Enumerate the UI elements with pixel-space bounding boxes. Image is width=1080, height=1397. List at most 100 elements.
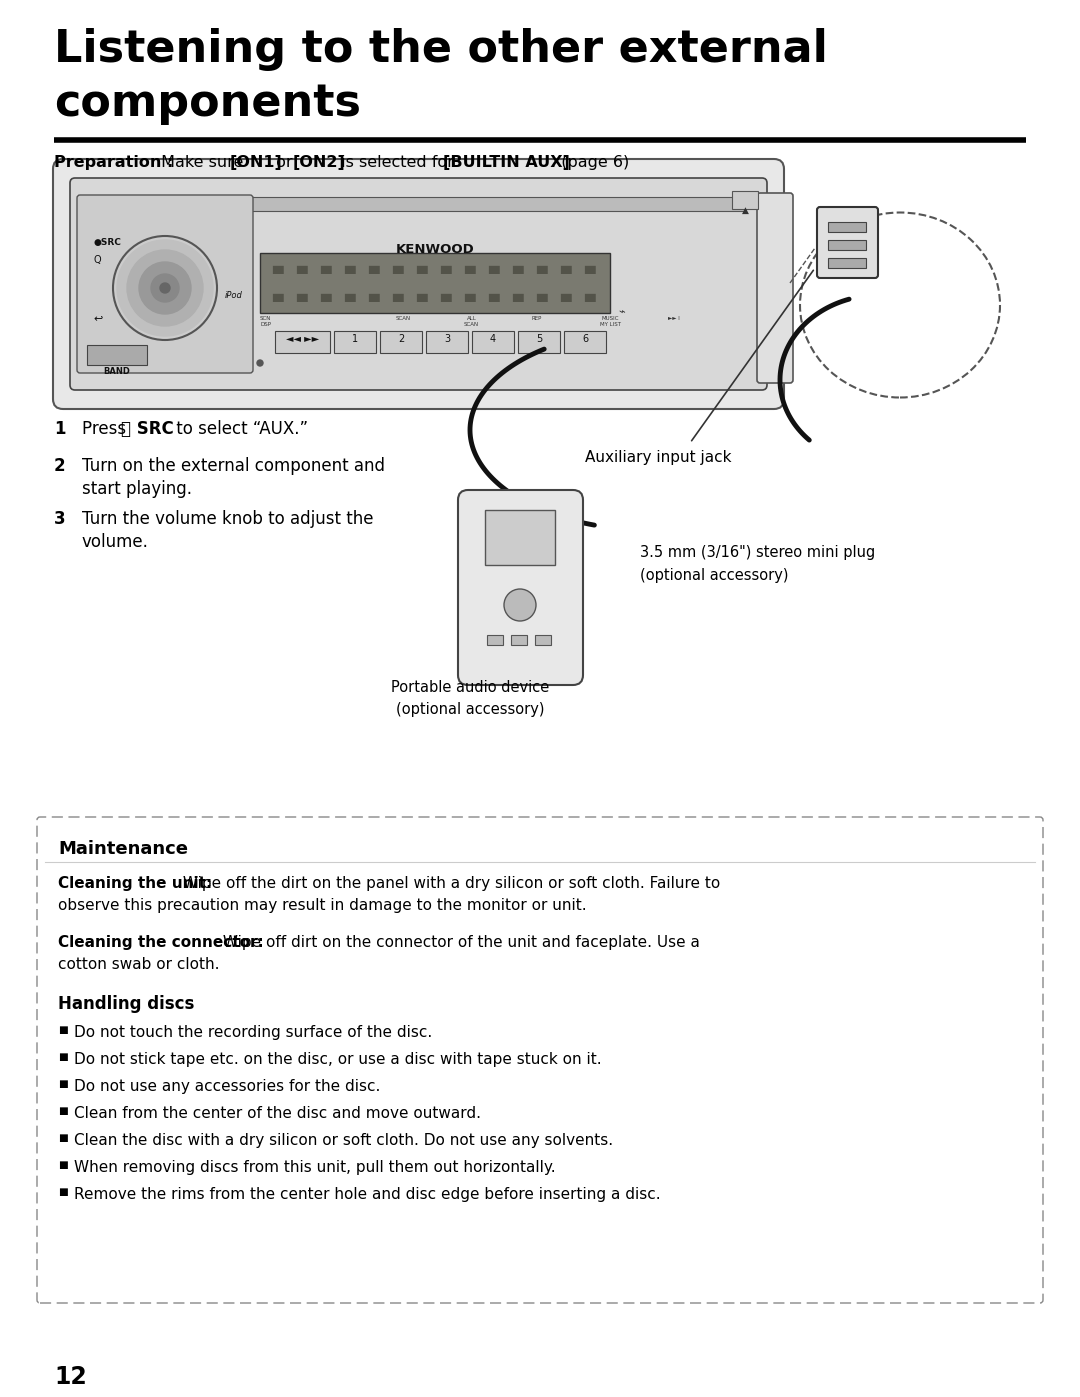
Circle shape xyxy=(139,263,191,314)
Circle shape xyxy=(151,274,179,302)
Text: 1: 1 xyxy=(352,334,359,344)
Text: ■: ■ xyxy=(58,1106,68,1116)
Text: ██: ██ xyxy=(272,265,284,274)
Text: cotton swab or cloth.: cotton swab or cloth. xyxy=(58,957,219,972)
Text: Q: Q xyxy=(93,256,100,265)
Bar xyxy=(511,636,527,645)
Bar xyxy=(828,222,866,232)
Text: REP: REP xyxy=(532,316,542,321)
Bar xyxy=(426,331,468,353)
Text: ►► I: ►► I xyxy=(669,316,680,321)
Text: Wipe off the dirt on the panel with a dry silicon or soft cloth. Failure to: Wipe off the dirt on the panel with a dr… xyxy=(178,876,720,891)
Text: ██: ██ xyxy=(320,265,332,274)
Text: ██: ██ xyxy=(464,293,476,302)
Text: ⌁: ⌁ xyxy=(618,307,624,319)
Text: ◄◄ ►►: ◄◄ ►► xyxy=(286,334,319,344)
Text: Portable audio device: Portable audio device xyxy=(391,680,549,694)
Text: ██: ██ xyxy=(488,265,500,274)
Text: Cleaning the unit:: Cleaning the unit: xyxy=(58,876,213,891)
Text: ██: ██ xyxy=(392,293,404,302)
Text: Remove the rims from the center hole and disc edge before inserting a disc.: Remove the rims from the center hole and… xyxy=(75,1187,661,1201)
Text: ██: ██ xyxy=(488,293,500,302)
Text: ■: ■ xyxy=(58,1025,68,1035)
Text: 3: 3 xyxy=(444,334,450,344)
Bar xyxy=(275,331,330,353)
Text: ▲: ▲ xyxy=(742,205,748,215)
Bar xyxy=(87,345,147,365)
Text: ██: ██ xyxy=(345,293,355,302)
Bar xyxy=(535,636,551,645)
Text: ■: ■ xyxy=(58,1133,68,1143)
Text: volume.: volume. xyxy=(82,534,149,550)
Text: SCAN: SCAN xyxy=(396,316,411,321)
Bar xyxy=(260,253,610,313)
Text: [BUILTIN AUX]: [BUILTIN AUX] xyxy=(443,155,570,170)
Text: ██: ██ xyxy=(584,265,596,274)
Text: Do not stick tape etc. on the disc, or use a disc with tape stuck on it.: Do not stick tape etc. on the disc, or u… xyxy=(75,1052,602,1067)
Text: iPod: iPod xyxy=(225,291,243,300)
FancyBboxPatch shape xyxy=(77,196,253,373)
Text: ⏻ SRC: ⏻ SRC xyxy=(121,420,174,439)
Bar xyxy=(472,331,514,353)
Text: Turn on the external component and: Turn on the external component and xyxy=(82,457,384,475)
Text: ■: ■ xyxy=(58,1187,68,1197)
Text: 2: 2 xyxy=(397,334,404,344)
Text: ●SRC: ●SRC xyxy=(93,237,121,247)
Text: (optional accessory): (optional accessory) xyxy=(640,569,788,583)
Text: 12: 12 xyxy=(54,1365,86,1389)
Bar xyxy=(487,636,503,645)
Bar xyxy=(732,191,758,210)
Text: 3: 3 xyxy=(54,510,66,528)
Bar xyxy=(564,331,606,353)
Text: MUSIC
MY LIST: MUSIC MY LIST xyxy=(600,316,621,327)
Text: 5: 5 xyxy=(536,334,542,344)
FancyBboxPatch shape xyxy=(37,817,1043,1303)
Circle shape xyxy=(160,284,170,293)
Text: ALL
SCAN: ALL SCAN xyxy=(464,316,480,327)
Text: 1: 1 xyxy=(54,420,66,439)
Text: Press: Press xyxy=(82,420,132,439)
Text: 6: 6 xyxy=(582,334,589,344)
Text: ██: ██ xyxy=(296,265,308,274)
Text: ██: ██ xyxy=(392,265,404,274)
Text: components: components xyxy=(54,82,361,124)
Text: or: or xyxy=(271,155,298,170)
Text: ■: ■ xyxy=(58,1160,68,1171)
Bar xyxy=(380,331,422,353)
Text: start playing.: start playing. xyxy=(82,481,192,497)
Text: ██: ██ xyxy=(320,293,332,302)
Text: 2: 2 xyxy=(54,457,66,475)
Text: Listening to the other external: Listening to the other external xyxy=(54,28,828,71)
Text: ██: ██ xyxy=(296,293,308,302)
FancyBboxPatch shape xyxy=(53,159,784,409)
Text: (optional accessory): (optional accessory) xyxy=(395,703,544,717)
FancyBboxPatch shape xyxy=(70,177,767,390)
Text: Make sure: Make sure xyxy=(156,155,248,170)
Text: Clean the disc with a dry silicon or soft cloth. Do not use any solvents.: Clean the disc with a dry silicon or sof… xyxy=(75,1133,613,1148)
Text: ██: ██ xyxy=(272,293,284,302)
Text: ██: ██ xyxy=(368,265,380,274)
Text: ██: ██ xyxy=(536,265,548,274)
Text: Do not use any accessories for the disc.: Do not use any accessories for the disc. xyxy=(75,1078,380,1094)
Text: ██: ██ xyxy=(416,293,428,302)
Text: Preparation :: Preparation : xyxy=(54,155,174,170)
Bar xyxy=(518,331,561,353)
Text: ██: ██ xyxy=(536,293,548,302)
Text: ██: ██ xyxy=(561,293,571,302)
Text: 4: 4 xyxy=(490,334,496,344)
Text: ██: ██ xyxy=(584,293,596,302)
Circle shape xyxy=(257,360,264,366)
Text: Auxiliary input jack: Auxiliary input jack xyxy=(585,450,731,465)
Circle shape xyxy=(127,250,203,326)
Text: to select “AUX.”: to select “AUX.” xyxy=(171,420,308,439)
Text: Cleaning the connector:: Cleaning the connector: xyxy=(58,935,264,950)
Bar xyxy=(828,240,866,250)
Text: [ON2]: [ON2] xyxy=(293,155,346,170)
FancyBboxPatch shape xyxy=(757,193,793,383)
Text: Maintenance: Maintenance xyxy=(58,840,188,858)
Text: . (page 6): . (page 6) xyxy=(551,155,630,170)
Bar xyxy=(334,331,376,353)
Text: ██: ██ xyxy=(345,265,355,274)
Text: ██: ██ xyxy=(464,265,476,274)
Text: is selected for: is selected for xyxy=(336,155,459,170)
